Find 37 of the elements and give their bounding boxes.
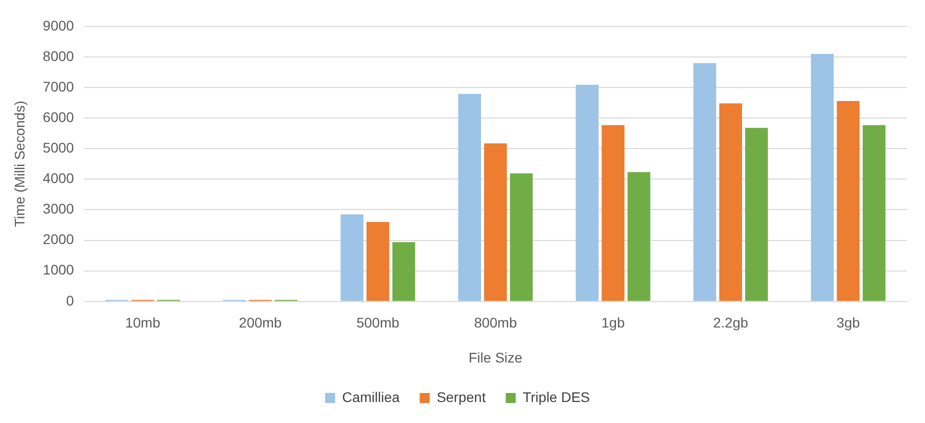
legend-label: Serpent: [436, 388, 486, 405]
legend-label: Camilliea: [342, 388, 400, 405]
bar: [340, 214, 364, 301]
bar: [366, 222, 390, 301]
bar: [693, 63, 716, 301]
y-tick-label: 8000: [42, 48, 74, 64]
bar: [745, 128, 768, 301]
y-tick-label: 5000: [42, 139, 74, 156]
y-tick-label: 3000: [42, 200, 74, 217]
bar: [576, 84, 599, 301]
y-tick-label: 4000: [42, 170, 74, 186]
x-tick-label: 1gb: [601, 314, 625, 331]
bar: [392, 242, 416, 301]
y-tick-label: 0: [66, 292, 74, 308]
bar: [628, 172, 650, 301]
x-tick-label: 500mb: [356, 314, 400, 331]
bar: [862, 125, 886, 301]
legend-label: Triple DES: [522, 388, 590, 405]
y-axis-title: Time (Milli Seconds): [11, 100, 28, 228]
x-tick-label: 10mb: [125, 314, 160, 331]
x-axis-title: File Size: [468, 349, 523, 366]
x-tick-label: 2.2gb: [713, 314, 748, 331]
y-tick-label: 1000: [42, 262, 74, 278]
y-tick-label: 9000: [42, 17, 74, 34]
bar: [602, 125, 624, 301]
bar: [510, 173, 533, 301]
x-tick-label: 3gb: [836, 314, 860, 331]
y-tick-label: 2000: [42, 231, 74, 248]
bar: [810, 54, 834, 301]
bar: [484, 143, 507, 301]
y-tick-label: 7000: [42, 78, 74, 94]
bar: [836, 100, 860, 301]
x-tick-label: 800mb: [474, 314, 518, 331]
bar: [458, 94, 481, 301]
bar: [719, 103, 742, 301]
y-tick-label: 6000: [42, 108, 74, 125]
x-tick-label: 200mb: [238, 314, 282, 331]
